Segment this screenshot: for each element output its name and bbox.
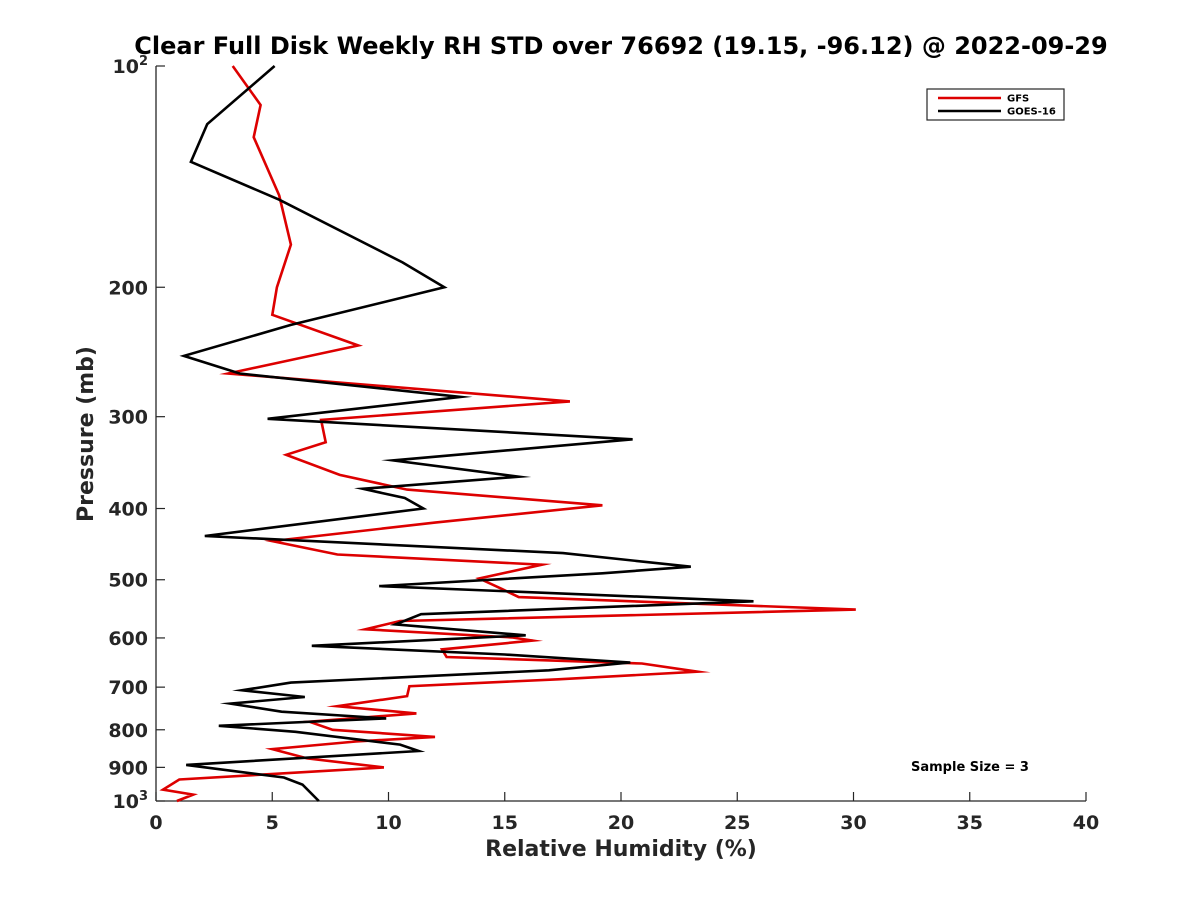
x-tick-label: 20 bbox=[608, 812, 634, 834]
plot-area: 0 5 10 15 20 25 30 35 40 102 200 300 400 500 600 700 800… bbox=[108, 54, 1099, 834]
x-tick-label: 40 bbox=[1073, 812, 1099, 834]
series-line-gfs bbox=[159, 65, 856, 803]
y-tick-label: 103 bbox=[113, 789, 149, 813]
y-axis-label: Pressure (mb) bbox=[74, 346, 99, 522]
legend[interactable]: GFS GOES-16 bbox=[926, 88, 1065, 121]
x-tick-label: 35 bbox=[957, 812, 983, 834]
legend-label-gfs: GFS bbox=[1007, 94, 1029, 105]
x-tick-label: 30 bbox=[840, 812, 866, 834]
legend-box bbox=[926, 88, 1065, 121]
ticks: 0 5 10 15 20 25 30 35 40 102 200 300 400 500 600 700 800… bbox=[108, 54, 1099, 834]
series-line-goes16 bbox=[179, 65, 754, 802]
chart-title: Clear Full Disk Weekly RH STD over 76692… bbox=[134, 32, 1107, 60]
y-tick-label: 900 bbox=[108, 757, 148, 779]
x-tick-label: 5 bbox=[266, 812, 279, 834]
x-tick-label: 0 bbox=[149, 812, 162, 834]
x-axis-label: Relative Humidity (%) bbox=[485, 837, 757, 862]
y-tick-label: 300 bbox=[108, 407, 148, 429]
legend-label-goes16: GOES-16 bbox=[1007, 107, 1056, 118]
y-tick-label: 800 bbox=[108, 720, 148, 742]
x-tick-label: 25 bbox=[724, 812, 750, 834]
y-tick-label: 200 bbox=[108, 277, 148, 299]
y-tick-label: 600 bbox=[108, 628, 148, 650]
series-layer bbox=[159, 65, 856, 803]
y-tick-label: 400 bbox=[108, 499, 148, 521]
sample-size-annotation: Sample Size = 3 bbox=[911, 760, 1029, 775]
y-tick-label: 500 bbox=[108, 570, 148, 592]
y-tick-label: 700 bbox=[108, 677, 148, 699]
y-tick-label: 102 bbox=[113, 54, 149, 78]
x-tick-label: 10 bbox=[375, 812, 401, 834]
x-tick-label: 15 bbox=[492, 812, 518, 834]
